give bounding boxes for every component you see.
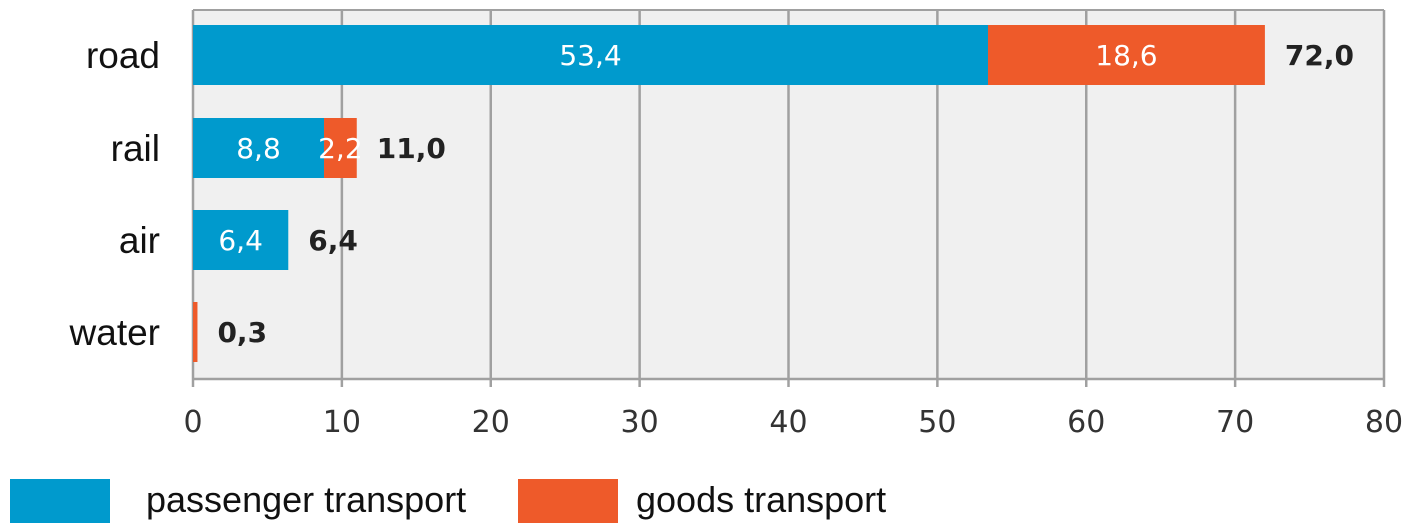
- segment-labels: 53,4 18,6 8,8 2,2 6,4: [218, 39, 1157, 257]
- x-tick-label: 10: [323, 405, 361, 440]
- total-label-rail: 11,0: [377, 132, 446, 165]
- bar-road-passenger: [193, 25, 988, 85]
- bar-rail-passenger: [193, 118, 325, 178]
- legend-swatch-goods: [518, 479, 618, 523]
- bar-air-passenger: [193, 210, 289, 270]
- category-label-rail: rail: [111, 128, 160, 169]
- bar-road-goods: [987, 25, 1265, 85]
- x-tick-label: 80: [1365, 405, 1403, 440]
- total-label-road: 72,0: [1285, 39, 1354, 72]
- category-label-water: water: [69, 312, 160, 353]
- bars: [193, 25, 1265, 362]
- segment-label: 8,8: [236, 132, 281, 165]
- category-labels: road rail air water: [69, 35, 160, 353]
- x-tick-label: 30: [621, 405, 659, 440]
- x-tick-label: 40: [769, 405, 807, 440]
- legend-label-passenger: passenger transport: [146, 479, 466, 520]
- x-axis: 0 10 20 30 40 50 60 70 80: [183, 9, 1403, 440]
- category-label-road: road: [86, 35, 160, 76]
- total-label-water: 0,3: [217, 316, 267, 349]
- segment-label: 6,4: [218, 224, 263, 257]
- total-label-air: 6,4: [308, 224, 358, 257]
- segment-label: 18,6: [1095, 39, 1157, 72]
- legend-label-goods: goods transport: [636, 479, 886, 520]
- total-labels: 72,0 11,0 6,4 0,3: [217, 39, 1354, 349]
- x-tick-label: 50: [918, 405, 956, 440]
- x-tick-label: 0: [183, 405, 202, 440]
- bar-water-goods: [193, 302, 198, 362]
- bar-rail-goods: [324, 118, 357, 178]
- category-label-air: air: [119, 220, 160, 261]
- x-tick-label: 70: [1216, 405, 1254, 440]
- x-tick-label: 20: [472, 405, 510, 440]
- legend: passenger transport goods transport: [10, 479, 886, 523]
- segment-label: 2,2: [318, 132, 363, 165]
- segment-label: 53,4: [559, 39, 621, 72]
- legend-swatch-passenger: [10, 479, 110, 523]
- x-tick-label: 60: [1067, 405, 1105, 440]
